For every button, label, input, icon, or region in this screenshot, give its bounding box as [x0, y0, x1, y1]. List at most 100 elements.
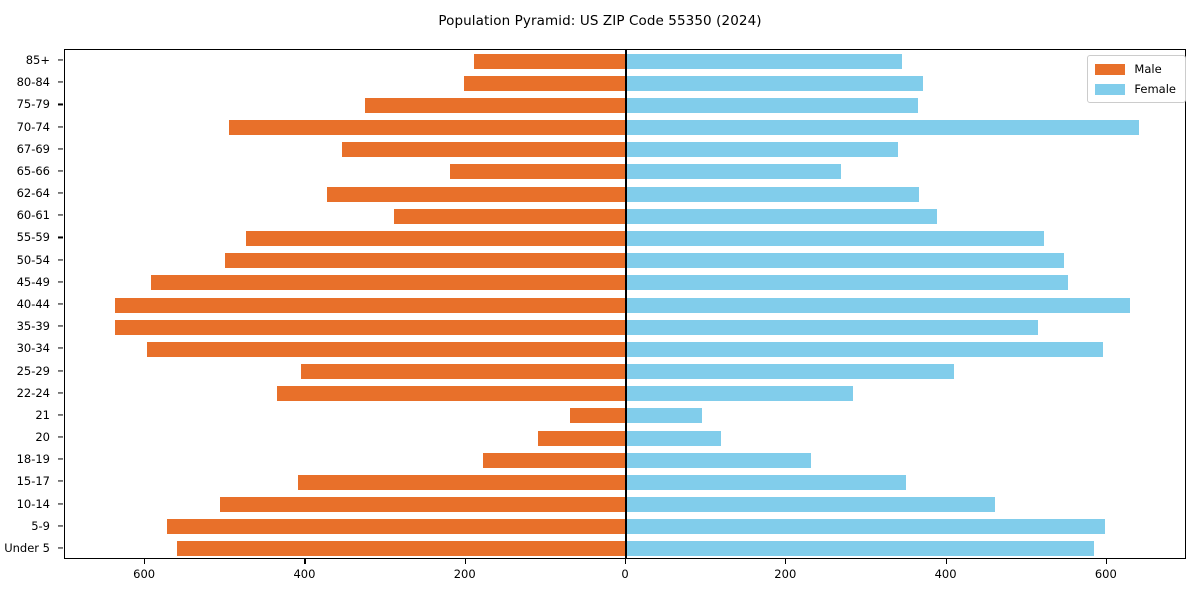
x-tick-label-5: 400 — [934, 567, 957, 581]
bar-male-45-49 — [150, 275, 626, 291]
bar-female-18-19 — [626, 452, 812, 468]
bar-female-15-17 — [626, 474, 906, 490]
bar-male-5-9 — [166, 519, 626, 535]
y-tick-label-45-49: 45-49 — [16, 274, 50, 289]
bar-female-5-9 — [626, 519, 1106, 535]
legend-item-male: Male — [1095, 62, 1176, 76]
bar-female-under-5 — [626, 541, 1095, 557]
y-tick-mark — [58, 192, 63, 194]
bar-male-18-19 — [483, 452, 626, 468]
bar-female-20 — [626, 430, 722, 446]
y-tick-mark — [58, 148, 63, 150]
y-tick-mark — [58, 325, 63, 327]
x-tick-label-0: 600 — [133, 567, 156, 581]
y-tick-label-5-9: 5-9 — [31, 518, 50, 533]
y-tick-label-under-5: Under 5 — [4, 540, 50, 555]
y-tick-label-50-54: 50-54 — [16, 252, 50, 267]
bar-female-75-79 — [626, 97, 918, 113]
x-tick-label-6: 600 — [1094, 567, 1117, 581]
bar-male-80-84 — [464, 75, 626, 91]
bar-female-55-59 — [626, 230, 1045, 246]
bar-male-22-24 — [277, 386, 626, 402]
x-tick-label-1: 400 — [293, 567, 316, 581]
bar-female-70-74 — [626, 120, 1139, 136]
y-tick-mark — [58, 170, 63, 172]
y-tick-label-18-19: 18-19 — [16, 452, 50, 467]
y-tick-mark — [58, 369, 63, 372]
bar-male-62-64 — [327, 186, 626, 202]
bar-female-21 — [626, 408, 703, 424]
bar-female-25-29 — [626, 364, 954, 380]
bar-male-75-79 — [364, 97, 626, 113]
bars-container — [65, 50, 1185, 558]
y-tick-label-65-66: 65-66 — [16, 163, 50, 178]
bar-male-40-44 — [114, 297, 626, 313]
bar-female-30-34 — [626, 341, 1103, 357]
y-tick-mark — [58, 281, 63, 283]
legend-label-female: Female — [1134, 82, 1176, 96]
bar-male-65-66 — [450, 164, 626, 180]
x-tick-label-3: 0 — [621, 567, 629, 581]
y-tick-label-22-24: 22-24 — [16, 385, 50, 400]
bar-male-67-69 — [342, 142, 626, 158]
y-tick-label-70-74: 70-74 — [16, 119, 50, 134]
y-tick-label-30-34: 30-34 — [16, 341, 50, 356]
bar-male-85- — [473, 53, 626, 69]
y-tick-label-85-: 85+ — [25, 53, 50, 68]
y-tick-mark — [58, 436, 63, 438]
legend-item-female: Female — [1095, 82, 1176, 96]
bar-female-60-61 — [626, 208, 937, 224]
y-axis-labels: 85+ 80-84 75-79 70-74 67-69 65-66 62-64 60-61 55… — [0, 49, 63, 559]
x-tick-label-4: 200 — [774, 567, 797, 581]
bar-male-55-59 — [246, 230, 626, 246]
y-tick-label-10-14: 10-14 — [16, 496, 50, 511]
x-axis: 600 400 200 0 200 400 600 — [64, 559, 1186, 599]
y-tick-mark — [58, 259, 63, 261]
y-tick-label-25-29: 25-29 — [16, 363, 50, 378]
x-tick-label-2: 200 — [453, 567, 476, 581]
bar-female-45-49 — [626, 275, 1068, 291]
y-tick-mark — [58, 414, 63, 416]
bar-male-under-5 — [177, 541, 626, 557]
bar-female-62-64 — [626, 186, 920, 202]
x-tick-mark — [464, 559, 466, 564]
y-tick-mark — [58, 392, 63, 394]
x-tick-mark — [144, 559, 146, 564]
legend-label-male: Male — [1134, 62, 1162, 76]
y-tick-label-62-64: 62-64 — [16, 186, 50, 201]
bar-female-40-44 — [626, 297, 1131, 313]
y-tick-label-15-17: 15-17 — [16, 474, 50, 489]
x-tick-mark — [945, 559, 947, 564]
bar-male-30-34 — [146, 341, 626, 357]
color-swatch-male-icon — [1095, 63, 1126, 75]
bar-female-10-14 — [626, 497, 996, 513]
y-tick-mark — [58, 59, 63, 61]
y-tick-mark — [58, 303, 63, 305]
bar-female-22-24 — [626, 386, 853, 402]
bar-female-80-84 — [626, 75, 923, 91]
bar-female-35-39 — [626, 319, 1038, 335]
y-tick-label-21: 21 — [35, 407, 50, 422]
y-tick-mark — [58, 547, 63, 549]
y-tick-mark — [58, 214, 63, 216]
plot-area — [64, 49, 1186, 559]
y-tick-mark — [58, 347, 63, 349]
chart-legend[interactable]: Male Female — [1087, 55, 1186, 103]
y-tick-label-75-79: 75-79 — [16, 97, 50, 112]
y-tick-label-80-84: 80-84 — [16, 75, 50, 90]
x-tick-mark — [625, 559, 627, 564]
chart-title: Population Pyramid: US ZIP Code 55350 (2… — [438, 13, 762, 29]
y-tick-mark — [58, 81, 63, 83]
bar-female-50-54 — [626, 253, 1064, 269]
zero-axis-line — [625, 50, 627, 558]
color-swatch-female-icon — [1095, 83, 1126, 95]
y-tick-label-20: 20 — [35, 430, 50, 445]
y-tick-mark — [58, 103, 63, 105]
x-tick-mark — [1105, 559, 1107, 564]
bar-male-10-14 — [219, 497, 626, 513]
x-tick-mark — [785, 559, 787, 564]
y-tick-label-55-59: 55-59 — [16, 230, 50, 245]
y-tick-mark — [58, 458, 63, 460]
bar-female-67-69 — [626, 142, 898, 158]
bar-female-65-66 — [626, 164, 841, 180]
